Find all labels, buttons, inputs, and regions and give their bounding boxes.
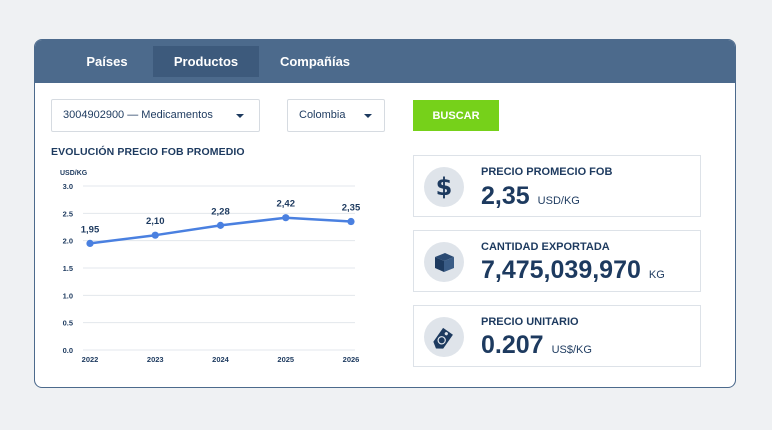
y-tick-label: 0.5 [63, 319, 73, 328]
stat-label: PRECIO UNITARIO [481, 316, 579, 328]
x-tick-label: 2025 [277, 355, 294, 364]
price-line-chart: USD/KG 0.0 0.5 1.0 1.5 2.0 2.5 3.0 2022 2023 2024 2… [60, 170, 361, 364]
stat-value: 7,475,039,970 KG [481, 256, 665, 285]
stat-card-unit-price: PRECIO UNITARIO 0.207 US$/KG [413, 305, 701, 367]
data-point [86, 239, 94, 247]
stat-label: PRECIO PROMECIO FOB [481, 166, 613, 178]
tab-bar: Países Productos Compañías [35, 40, 735, 83]
chevron-down-icon [236, 114, 244, 118]
data-label: 2,35 [342, 203, 361, 214]
search-button[interactable]: BUSCAR [413, 100, 499, 131]
data-label: 2,42 [277, 199, 296, 210]
svg-text:$: $ [436, 173, 453, 201]
y-axis-label: USD/KG [60, 170, 88, 177]
x-tick-label: 2026 [343, 355, 360, 364]
stat-value: 0.207 US$/KG [481, 331, 592, 360]
dollar-icon: $ [424, 167, 464, 207]
dashboard-card: Países Productos Compañías 3004902900 — … [34, 39, 736, 388]
data-label: 1,95 [81, 224, 100, 235]
x-tick-label: 2022 [82, 355, 99, 364]
tab-companias[interactable]: Compañías [279, 54, 351, 69]
y-tick-label: 1.5 [63, 264, 73, 273]
stat-unit: USD/KG [537, 195, 580, 207]
data-point [216, 221, 225, 229]
product-select[interactable]: 3004902900 — Medicamentos [51, 99, 260, 132]
data-point [282, 214, 290, 222]
x-tick-label: 2023 [147, 355, 164, 364]
y-tick-label: 2.5 [63, 209, 73, 218]
price-tag-icon [424, 317, 464, 357]
stat-value-number: 2,35 [481, 182, 530, 210]
data-point [347, 217, 355, 226]
y-tick-label: 0.0 [63, 346, 73, 355]
data-label: 2,28 [211, 206, 230, 217]
chart-title: EVOLUCIÓN PRECIO FOB PROMEDIO [51, 146, 245, 158]
chevron-down-icon [364, 114, 372, 118]
country-select[interactable]: Colombia [287, 99, 385, 132]
product-select-value: 3004902900 — Medicamentos [63, 109, 213, 121]
tab-paises[interactable]: Países [86, 54, 128, 69]
stat-label: CANTIDAD EXPORTADA [481, 241, 610, 253]
y-tick-label: 3.0 [63, 182, 73, 191]
stat-card-exported-quantity: CANTIDAD EXPORTADA 7,475,039,970 KG [413, 230, 701, 292]
series-line [89, 216, 352, 245]
y-tick-label: 2.0 [63, 237, 73, 246]
stat-unit: KG [648, 269, 665, 281]
stat-card-avg-fob-price: $ PRECIO PROMECIO FOB 2,35 USD/KG [413, 155, 701, 217]
stat-unit: US$/KG [551, 344, 592, 356]
stat-value-number: 7,475,039,970 [481, 256, 641, 284]
stat-value: 2,35 USD/KG [481, 182, 580, 211]
y-tick-label: 1.0 [63, 291, 73, 300]
data-label: 2,10 [146, 216, 165, 227]
stat-value-number: 0.207 [481, 331, 544, 359]
tab-productos[interactable]: Productos [153, 46, 259, 77]
box-icon [424, 242, 464, 282]
country-select-value: Colombia [299, 109, 346, 121]
data-point [151, 231, 159, 239]
x-tick-label: 2024 [212, 355, 230, 364]
